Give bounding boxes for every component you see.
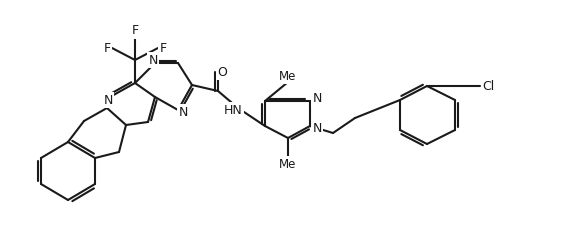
Text: N: N [104, 94, 113, 106]
Text: Me: Me [279, 69, 297, 83]
Text: N: N [148, 54, 158, 66]
Text: N: N [313, 93, 322, 105]
Text: Cl: Cl [482, 79, 494, 93]
Text: O: O [217, 65, 227, 79]
Text: F: F [104, 43, 111, 55]
Text: N: N [178, 105, 187, 119]
Text: N: N [313, 122, 322, 134]
Text: F: F [159, 43, 166, 55]
Text: Me: Me [279, 158, 297, 170]
Text: F: F [132, 25, 139, 38]
Text: HN: HN [223, 104, 242, 116]
